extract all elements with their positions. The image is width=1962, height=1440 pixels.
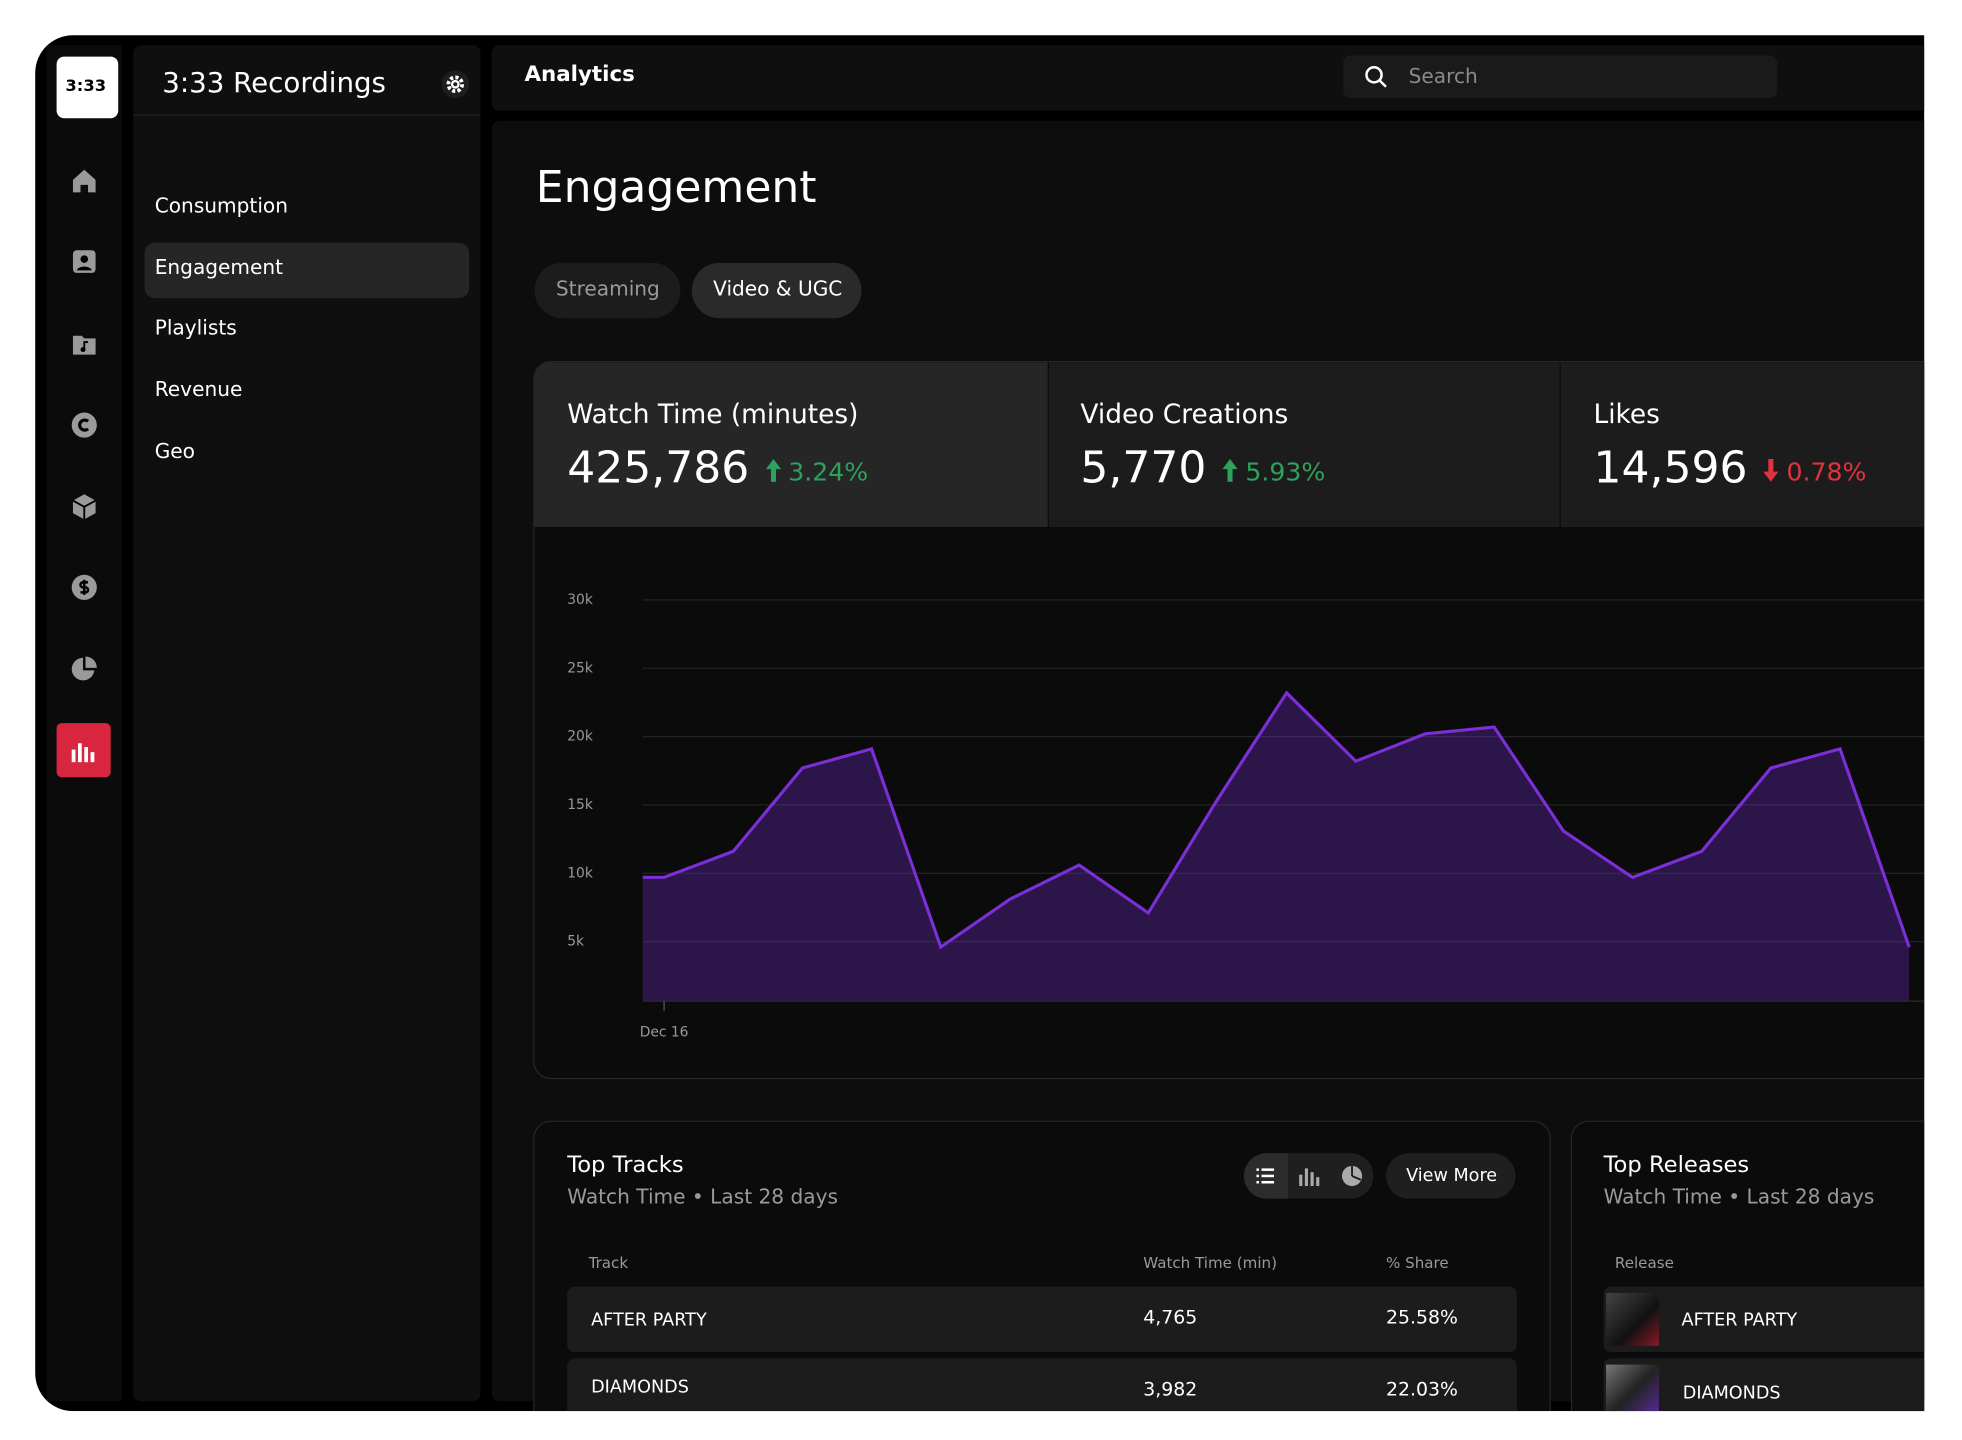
line [642, 690, 1911, 950]
metric-label: Likes [1593, 399, 1660, 430]
artist-icon[interactable] [69, 247, 99, 277]
analytics-icon [71, 743, 95, 763]
metric-change: 5.93% [1245, 456, 1326, 487]
trend-arrow [1763, 459, 1779, 482]
y-tick-label: 5k [567, 934, 584, 950]
track-name: DIAMONDS [591, 1377, 689, 1398]
pie-icon[interactable] [69, 654, 99, 684]
card-subtitle: Watch Time • Last 28 days [567, 1184, 839, 1209]
button-label: View More [1406, 1165, 1498, 1187]
card-title: Top Releases [1603, 1152, 1750, 1179]
release-name: DIAMONDS [1682, 1383, 1781, 1404]
release-cover [1606, 1364, 1659, 1412]
org-name: 3:33 Recordings [162, 67, 386, 100]
y-tick-label: 15k [567, 797, 593, 813]
nav-active-bg [144, 242, 470, 299]
column-header: % Share [1385, 1253, 1449, 1272]
metric-value: 14,596 [1593, 443, 1748, 494]
column-header: Track [588, 1253, 629, 1272]
copyright-icon[interactable] [69, 410, 99, 440]
trend-arrow [765, 459, 781, 482]
metric-tile-active[interactable] [534, 362, 1048, 527]
dollar-icon[interactable] [69, 572, 99, 602]
logo-text: 3:33 [65, 77, 107, 97]
release-name: AFTER PARTY [1681, 1310, 1798, 1331]
logo[interactable] [56, 56, 119, 119]
search-icon [1365, 66, 1387, 88]
music-icon[interactable] [69, 328, 99, 358]
list-icon [1256, 1168, 1275, 1184]
tab-active[interactable] [691, 262, 862, 319]
card-subtitle: Watch Time • Last 28 days [1603, 1184, 1875, 1209]
metric-label: Video Creations [1080, 399, 1289, 430]
metric-tile[interactable] [1048, 362, 1560, 527]
bar-view-icon[interactable] [1298, 1165, 1321, 1188]
share: 22.03% [1385, 1377, 1458, 1401]
divider [133, 114, 481, 116]
view-more-button[interactable] [1385, 1153, 1516, 1199]
app-frame: 3:33 3:33 Recordings Consumption Engagem… [35, 35, 1925, 1412]
metric-change: 0.78% [1786, 456, 1867, 487]
column-header: Watch Time (min) [1143, 1253, 1278, 1272]
metric-label: Watch Time (minutes) [567, 399, 859, 430]
table-row[interactable] [567, 1286, 1517, 1353]
nav-item[interactable]: Engagement [154, 255, 284, 280]
arrow-shape [1763, 459, 1779, 482]
nav-item[interactable]: Consumption [154, 193, 288, 218]
top-bar-title: Analytics [524, 62, 635, 88]
metric-value: 5,770 [1080, 443, 1207, 494]
card-title: Top Tracks [567, 1152, 684, 1179]
engagement-chart: 5k 10k 15k 20k 25k 30k Dec 16 [567, 592, 1925, 1041]
tab-label: Video & UGC [713, 276, 843, 301]
release-cover [1606, 1292, 1659, 1346]
search-box[interactable] [1343, 55, 1778, 99]
watch-time: 3,982 [1143, 1377, 1198, 1401]
trend-arrow [1222, 459, 1238, 482]
y-tick-label: 30k [567, 592, 593, 608]
box-icon[interactable] [69, 492, 99, 522]
settings-icon[interactable] [441, 70, 470, 99]
analytics-nav-active[interactable] [56, 723, 111, 778]
share: 25.58% [1385, 1306, 1458, 1329]
column-header: Release [1614, 1253, 1674, 1272]
page-title: Engagement [535, 162, 817, 214]
tab-label: Streaming [555, 276, 660, 301]
table-row[interactable] [567, 1358, 1517, 1412]
area [642, 692, 1910, 1002]
nav-item[interactable]: Revenue [154, 377, 243, 402]
track-name: AFTER PARTY [591, 1310, 707, 1331]
home-icon[interactable] [69, 166, 99, 196]
arrow-shape [1222, 459, 1238, 482]
pie-view-icon[interactable] [1341, 1165, 1364, 1188]
y-tick-label: 10k [567, 865, 593, 881]
nav-item[interactable]: Geo [154, 438, 195, 463]
metric-value: 425,786 [567, 443, 750, 494]
search-placeholder: Search [1408, 64, 1478, 89]
arrow-shape [765, 459, 781, 482]
tab[interactable] [534, 262, 681, 319]
x-tick-label: Dec 16 [640, 1025, 689, 1041]
metric-change: 3.24% [788, 456, 869, 487]
y-tick-label: 20k [567, 729, 593, 745]
y-tick-label: 25k [567, 660, 593, 676]
nav-item[interactable]: Playlists [154, 315, 237, 340]
watch-time: 4,765 [1143, 1306, 1198, 1329]
metric-tile[interactable] [1560, 362, 1925, 527]
